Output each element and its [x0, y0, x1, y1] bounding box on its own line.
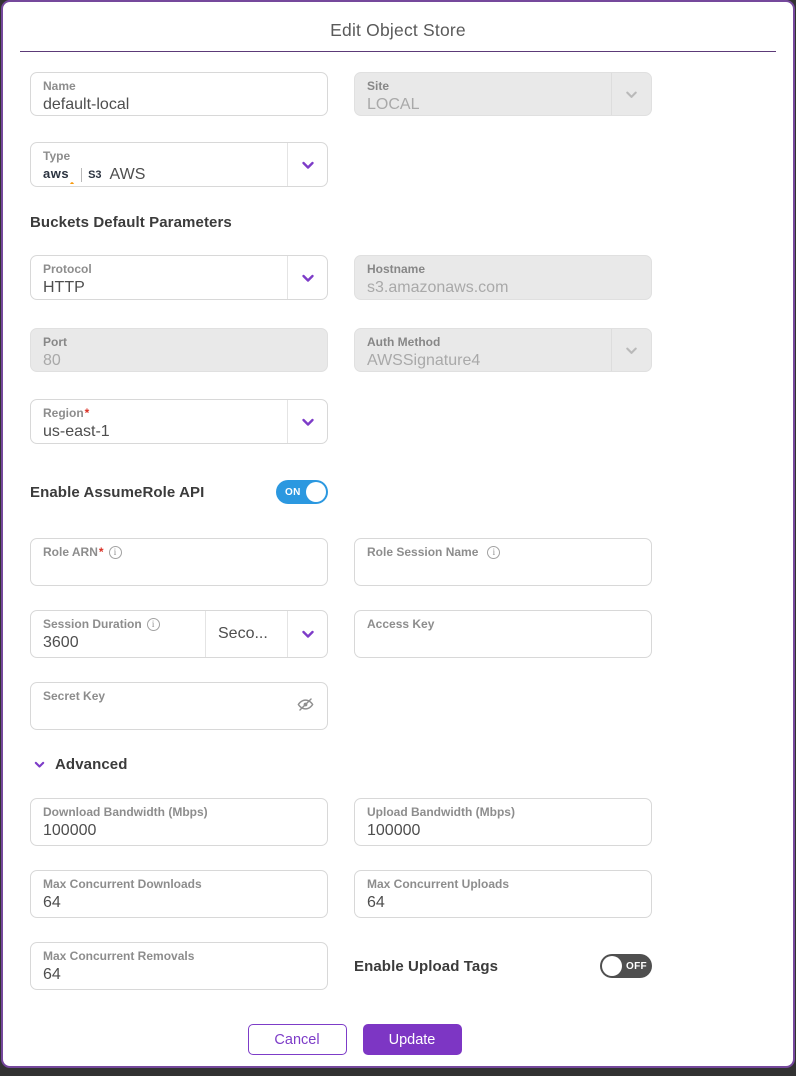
site-label: Site	[367, 79, 390, 93]
session-duration-unit-select[interactable]: Seco...	[205, 611, 287, 657]
access-key-input[interactable]	[367, 633, 639, 653]
dialog-title: Edit Object Store	[330, 20, 466, 40]
port-value	[43, 351, 315, 371]
auth-method-value	[367, 351, 639, 371]
protocol-label: Protocol	[43, 262, 92, 276]
region-value[interactable]	[43, 422, 315, 442]
toggle-knob	[306, 482, 326, 502]
download-bandwidth-input[interactable]	[43, 821, 315, 841]
port-label: Port	[43, 335, 67, 349]
site-dropdown-zone	[611, 73, 651, 115]
auth-method-label: Auth Method	[367, 335, 441, 349]
session-duration-label: Session Duration	[43, 617, 315, 631]
required-asterisk: *	[84, 406, 90, 420]
buckets-default-parameters-heading: Buckets Default Parameters	[30, 214, 232, 231]
advanced-heading: Advanced	[55, 756, 128, 773]
session-duration-input[interactable]	[43, 633, 183, 653]
max-concurrent-uploads-input[interactable]	[367, 893, 639, 913]
advanced-section-toggle[interactable]: Advanced	[33, 756, 679, 773]
role-session-name-input[interactable]	[367, 561, 639, 581]
assume-role-toggle[interactable]: ON	[276, 480, 328, 504]
download-bandwidth-field[interactable]: Download Bandwidth (Mbps)	[30, 798, 328, 846]
auth-method-dropdown-zone	[611, 329, 651, 371]
aws-s3-logo-icon: aws S3	[43, 162, 102, 185]
name-field[interactable]: Name	[30, 72, 328, 116]
max-concurrent-removals-label: Max Concurrent Removals	[43, 949, 195, 963]
protocol-select[interactable]: Protocol	[30, 255, 328, 300]
assume-role-row: Enable AssumeRole API ON	[30, 480, 328, 504]
max-concurrent-downloads-field[interactable]: Max Concurrent Downloads	[30, 870, 328, 918]
role-arn-label: Role ARN*	[43, 545, 315, 559]
secret-key-label: Secret Key	[43, 689, 106, 703]
max-concurrent-downloads-label: Max Concurrent Downloads	[43, 877, 202, 891]
info-icon[interactable]	[487, 545, 501, 559]
role-arn-input[interactable]	[43, 561, 315, 581]
chevron-down-icon	[624, 343, 639, 358]
chevron-down-icon	[300, 157, 316, 173]
auth-method-select: Auth Method	[354, 328, 652, 372]
type-dropdown-zone[interactable]	[287, 143, 327, 186]
region-label: Region*	[43, 406, 90, 420]
chevron-down-icon	[300, 414, 316, 430]
toggle-knob	[602, 956, 622, 976]
access-key-label: Access Key	[367, 617, 435, 631]
hostname-value	[367, 278, 639, 298]
protocol-dropdown-zone[interactable]	[287, 256, 327, 299]
port-field: Port	[30, 328, 328, 372]
required-asterisk: *	[98, 545, 104, 559]
upload-bandwidth-label: Upload Bandwidth (Mbps)	[367, 805, 515, 819]
upload-tags-toggle[interactable]: OFF	[600, 954, 652, 978]
chevron-down-icon	[300, 270, 316, 286]
upload-bandwidth-input[interactable]	[367, 821, 639, 841]
assume-role-label: Enable AssumeRole API	[30, 483, 205, 501]
role-arn-field[interactable]: Role ARN*	[30, 538, 328, 586]
protocol-value[interactable]	[43, 278, 315, 298]
hostname-label: Hostname	[367, 262, 426, 276]
eye-off-icon[interactable]	[296, 695, 315, 719]
name-input[interactable]	[43, 95, 315, 115]
max-concurrent-downloads-input[interactable]	[43, 893, 315, 913]
secret-key-input[interactable]	[43, 705, 315, 725]
max-concurrent-removals-input[interactable]	[43, 965, 315, 985]
site-select: Site	[354, 72, 652, 116]
region-select[interactable]: Region*	[30, 399, 328, 444]
info-icon[interactable]	[108, 545, 122, 559]
cancel-button[interactable]: Cancel	[247, 1024, 347, 1055]
download-bandwidth-label: Download Bandwidth (Mbps)	[43, 805, 208, 819]
role-session-name-field[interactable]: Role Session Name	[354, 538, 652, 586]
title-divider	[20, 51, 776, 52]
form-content: Name Site Type aws	[3, 72, 679, 1055]
access-key-field[interactable]: Access Key	[354, 610, 652, 658]
session-duration-dropdown-zone[interactable]	[287, 611, 327, 657]
upload-tags-row: Enable Upload Tags OFF	[354, 942, 652, 990]
max-concurrent-uploads-field[interactable]: Max Concurrent Uploads	[354, 870, 652, 918]
hostname-field: Hostname	[354, 255, 652, 300]
button-bar: Cancel Update	[30, 1024, 679, 1055]
max-concurrent-removals-field[interactable]: Max Concurrent Removals	[30, 942, 328, 990]
role-session-name-label: Role Session Name	[367, 545, 639, 559]
type-label: Type	[43, 149, 71, 163]
info-icon[interactable]	[146, 617, 160, 631]
region-dropdown-zone[interactable]	[287, 400, 327, 443]
chevron-down-icon	[33, 758, 46, 771]
chevron-down-icon	[624, 87, 639, 102]
update-button[interactable]: Update	[362, 1024, 462, 1055]
secret-key-field[interactable]: Secret Key	[30, 682, 328, 730]
max-concurrent-uploads-label: Max Concurrent Uploads	[367, 877, 510, 891]
session-duration-field[interactable]: Session Duration Seco...	[30, 610, 328, 658]
name-label: Name	[43, 79, 76, 93]
site-value	[367, 95, 639, 115]
type-value: AWS	[109, 166, 146, 183]
type-select[interactable]: Type aws S3 AWS	[30, 142, 328, 187]
upload-tags-label: Enable Upload Tags	[354, 957, 499, 975]
chevron-down-icon	[300, 626, 316, 642]
upload-bandwidth-field[interactable]: Upload Bandwidth (Mbps)	[354, 798, 652, 846]
